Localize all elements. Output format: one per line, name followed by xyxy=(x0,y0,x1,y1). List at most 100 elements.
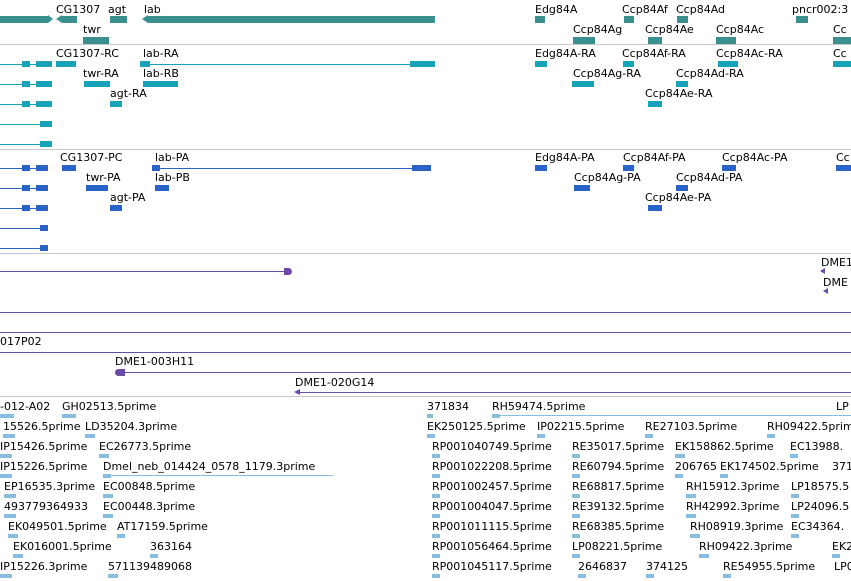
transcript-exon[interactable] xyxy=(36,185,48,191)
clone-label[interactable]: DME1-020G14 xyxy=(295,376,375,389)
est-label[interactable]: 374125 xyxy=(646,560,688,573)
est-feature[interactable] xyxy=(492,414,500,418)
transcript-label[interactable]: Ccp84Af-RA xyxy=(622,47,686,60)
est-feature[interactable] xyxy=(690,534,700,538)
transcript-exon[interactable] xyxy=(36,101,52,107)
est-label[interactable]: RE27103.5prime xyxy=(645,420,738,433)
est-label[interactable]: EC00848.5prime xyxy=(103,480,196,493)
transcript-exon[interactable] xyxy=(36,165,48,171)
est-feature[interactable] xyxy=(99,454,109,458)
est-label[interactable]: EK158862.5prime xyxy=(675,440,774,453)
transcript-label[interactable]: twr-PA xyxy=(86,171,121,184)
transcript-exon[interactable] xyxy=(676,81,688,87)
transcript-exon[interactable] xyxy=(40,245,48,251)
clone-label[interactable]: 017P02 xyxy=(0,335,42,348)
est-label[interactable]: RP001040749.5prime xyxy=(432,440,552,453)
est-label[interactable]: IP02215.5prime xyxy=(537,420,625,433)
est-label[interactable]: EK049501.5prime xyxy=(8,520,107,533)
est-feature[interactable] xyxy=(790,454,798,458)
transcript-label[interactable]: Ccp84Ac-PA xyxy=(722,151,788,164)
est-feature[interactable] xyxy=(13,554,23,558)
est-label[interactable]: 2646837 xyxy=(578,560,627,573)
est-feature[interactable] xyxy=(572,454,580,458)
est-label[interactable]: EK016001.5prime xyxy=(13,540,112,553)
transcript-label[interactable]: Cc xyxy=(833,47,847,60)
transcript-exon[interactable] xyxy=(22,185,30,191)
est-label[interactable]: RP001056464.5prime xyxy=(432,540,552,553)
est-label[interactable]: RP001002457.5prime xyxy=(432,480,552,493)
est-feature[interactable] xyxy=(572,514,580,518)
est-label[interactable]: 371 xyxy=(832,460,851,473)
est-feature[interactable] xyxy=(572,474,580,478)
est-label[interactable]: Dmel_neb_014424_0578_1179.3prime xyxy=(103,460,316,473)
transcript-exon[interactable] xyxy=(22,61,30,67)
est-feature[interactable] xyxy=(675,474,683,478)
clone-label[interactable]: DME1-003H11 xyxy=(115,355,195,368)
est-feature[interactable] xyxy=(427,414,433,418)
est-feature[interactable] xyxy=(0,574,12,578)
transcript-label[interactable]: Ccp84Ad-RA xyxy=(676,67,744,80)
transcript-exon[interactable] xyxy=(40,141,52,147)
gene-feature[interactable] xyxy=(624,16,634,23)
transcript-exon[interactable] xyxy=(412,165,431,171)
est-label[interactable]: RH08919.3prime xyxy=(690,520,784,533)
gene-feature[interactable] xyxy=(0,16,48,23)
gene-label[interactable]: Ccp84Ag xyxy=(573,23,623,36)
est-label[interactable]: LP xyxy=(836,400,849,413)
est-feature[interactable] xyxy=(103,514,113,518)
transcript-label[interactable]: agt-RA xyxy=(110,87,147,100)
transcript-exon[interactable] xyxy=(836,165,851,171)
est-feature[interactable] xyxy=(578,574,586,578)
est-label[interactable]: AT17159.5prime xyxy=(117,520,208,533)
est-label[interactable]: RP001004047.5prime xyxy=(432,500,552,513)
est-label[interactable]: RE68385.5prime xyxy=(572,520,665,533)
est-label[interactable]: RH09422.5prime xyxy=(767,420,851,433)
transcript-label[interactable]: lab-RA xyxy=(143,47,179,60)
est-feature[interactable] xyxy=(832,554,840,558)
est-label[interactable]: EP16535.3prime xyxy=(4,480,96,493)
transcript-exon[interactable] xyxy=(110,205,122,211)
gene-feature[interactable] xyxy=(110,16,127,23)
est-feature[interactable] xyxy=(432,514,440,518)
transcript-label[interactable]: Ccp84Af-PA xyxy=(623,151,686,164)
transcript-exon[interactable] xyxy=(535,61,547,67)
est-label[interactable]: RE54955.5prime xyxy=(723,560,816,573)
transcript-exon[interactable] xyxy=(56,61,76,67)
est-label[interactable]: EC34364. xyxy=(791,520,845,533)
gene-label[interactable]: Edg84A xyxy=(535,3,578,16)
est-feature[interactable] xyxy=(432,554,440,558)
est-feature[interactable] xyxy=(150,554,158,558)
transcript-label[interactable]: lab-PB xyxy=(155,171,190,184)
est-label[interactable]: RE60794.5prime xyxy=(572,460,665,473)
transcript-exon[interactable] xyxy=(410,61,435,67)
transcript-label[interactable]: Ccp84Ag-PA xyxy=(574,171,641,184)
est-label[interactable]: RP001011115.5prime xyxy=(432,520,552,533)
est-label[interactable]: 363164 xyxy=(150,540,192,553)
transcript-exon[interactable] xyxy=(40,225,48,231)
est-feature[interactable] xyxy=(103,474,111,478)
est-feature[interactable] xyxy=(432,494,440,498)
est-feature[interactable] xyxy=(572,534,580,538)
gene-feature[interactable] xyxy=(535,16,545,23)
est-feature[interactable] xyxy=(537,434,545,438)
transcript-label[interactable]: Ccp84Ac-RA xyxy=(716,47,783,60)
est-feature[interactable] xyxy=(767,434,775,438)
est-feature[interactable] xyxy=(85,434,95,438)
est-feature[interactable] xyxy=(675,454,685,458)
est-label[interactable]: LP0 xyxy=(834,560,851,573)
transcript-label[interactable]: twr-RA xyxy=(83,67,119,80)
est-label[interactable]: RE68817.5prime xyxy=(572,480,665,493)
transcript-exon[interactable] xyxy=(648,205,662,211)
gene-feature[interactable] xyxy=(833,37,851,44)
gene-feature[interactable] xyxy=(62,16,77,23)
transcript-label[interactable]: Ccp84Ae-RA xyxy=(645,87,713,100)
est-label[interactable]: RE35017.5prime xyxy=(572,440,665,453)
transcript-exon[interactable] xyxy=(36,81,52,87)
transcript-exon[interactable] xyxy=(22,81,30,87)
transcript-exon[interactable] xyxy=(22,205,30,211)
est-label[interactable]: RH15912.3prime xyxy=(686,480,780,493)
transcript-exon[interactable] xyxy=(572,81,594,87)
est-feature[interactable] xyxy=(723,574,731,578)
gene-label[interactable]: Cc xyxy=(833,23,847,36)
est-label[interactable]: IP15226.3prime xyxy=(0,560,88,573)
